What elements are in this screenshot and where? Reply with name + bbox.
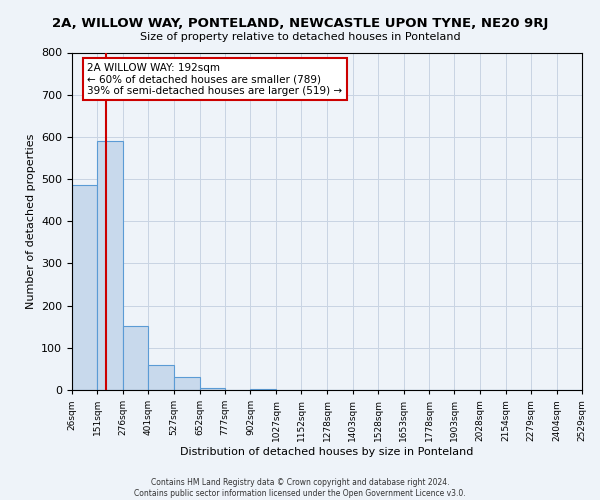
Bar (200, 388, 225, 390)
Bar (123, 326, 148, 390)
Text: Size of property relative to detached houses in Ponteland: Size of property relative to detached ho… (140, 32, 460, 42)
X-axis label: Distribution of detached houses by size in Ponteland: Distribution of detached houses by size … (181, 446, 473, 456)
Text: Contains HM Land Registry data © Crown copyright and database right 2024.
Contai: Contains HM Land Registry data © Crown c… (134, 478, 466, 498)
Bar (250, 388, 276, 390)
Bar (174, 378, 200, 390)
Text: 2A WILLOW WAY: 192sqm
← 60% of detached houses are smaller (789)
39% of semi-det: 2A WILLOW WAY: 192sqm ← 60% of detached … (88, 62, 343, 96)
Bar (148, 364, 174, 390)
Bar (97, 141, 123, 390)
Bar (72, 184, 97, 390)
Text: 2A, WILLOW WAY, PONTELAND, NEWCASTLE UPON TYNE, NE20 9RJ: 2A, WILLOW WAY, PONTELAND, NEWCASTLE UPO… (52, 18, 548, 30)
Y-axis label: Number of detached properties: Number of detached properties (26, 134, 35, 309)
